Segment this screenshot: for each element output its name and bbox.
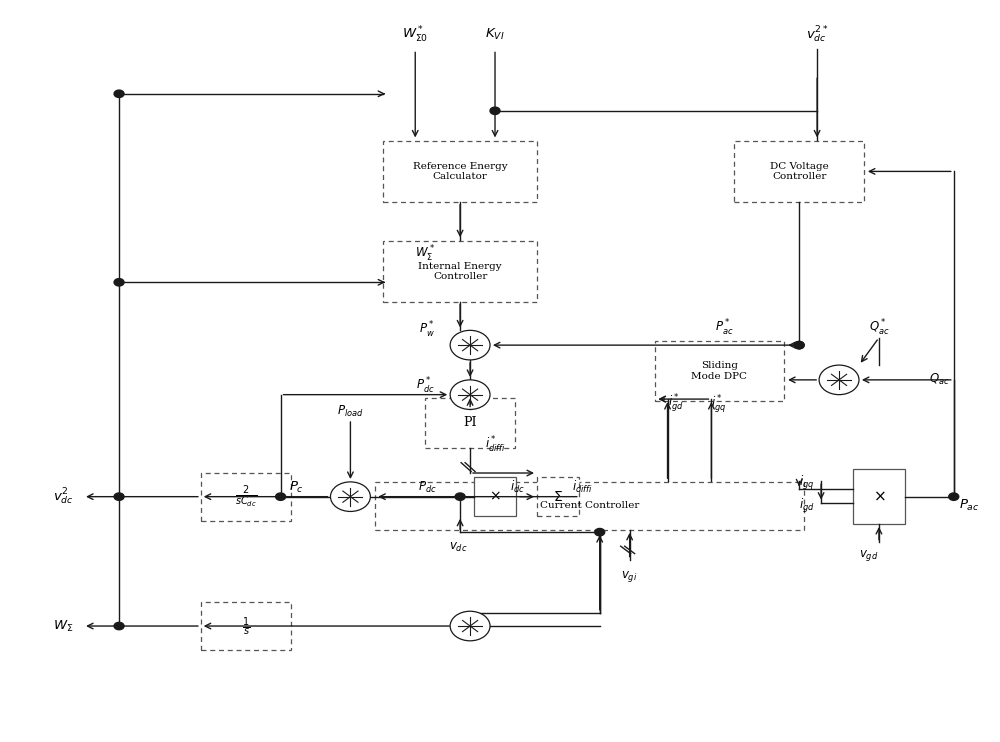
Circle shape xyxy=(595,528,605,536)
Text: $K_{VI}$: $K_{VI}$ xyxy=(485,27,505,42)
Text: $Q^*_{ac}$: $Q^*_{ac}$ xyxy=(869,318,889,338)
FancyBboxPatch shape xyxy=(425,398,515,448)
Circle shape xyxy=(450,380,490,410)
Circle shape xyxy=(490,107,500,114)
Circle shape xyxy=(794,341,804,349)
Text: $i_{dc}$: $i_{dc}$ xyxy=(510,479,525,495)
FancyBboxPatch shape xyxy=(853,469,905,525)
FancyBboxPatch shape xyxy=(383,241,537,301)
Text: $v_{gd}$: $v_{gd}$ xyxy=(859,548,879,563)
Text: $\times$: $\times$ xyxy=(873,490,885,504)
Text: $P_{dc}$: $P_{dc}$ xyxy=(418,479,437,495)
Text: $i_{diffi}$: $i_{diffi}$ xyxy=(572,479,593,495)
Text: $P^*_{ac}$: $P^*_{ac}$ xyxy=(715,318,734,338)
Text: $\frac{2}{sC_{dc}}$: $\frac{2}{sC_{dc}}$ xyxy=(235,484,257,510)
Text: Internal Energy
Controller: Internal Energy Controller xyxy=(418,261,502,281)
Text: $P_{load}$: $P_{load}$ xyxy=(337,404,364,419)
Circle shape xyxy=(455,493,465,500)
Text: PI: PI xyxy=(463,416,477,429)
FancyBboxPatch shape xyxy=(734,141,864,202)
Text: $i^*_{gd}$: $i^*_{gd}$ xyxy=(668,393,683,416)
Text: Reference Energy
Calculator: Reference Energy Calculator xyxy=(413,162,507,181)
FancyBboxPatch shape xyxy=(375,482,804,530)
Text: $W^*_{\Sigma 0}$: $W^*_{\Sigma 0}$ xyxy=(402,24,428,45)
Text: $i_{gd}$: $i_{gd}$ xyxy=(799,496,815,514)
Text: $P^*_{dc}$: $P^*_{dc}$ xyxy=(416,375,435,396)
Text: $v_{gi}$: $v_{gi}$ xyxy=(621,569,638,584)
FancyBboxPatch shape xyxy=(655,341,784,401)
Circle shape xyxy=(450,330,490,360)
Circle shape xyxy=(276,493,286,500)
FancyBboxPatch shape xyxy=(474,477,516,516)
Text: $\Sigma$: $\Sigma$ xyxy=(553,490,563,504)
Text: $W_{\Sigma}$: $W_{\Sigma}$ xyxy=(53,619,74,634)
Circle shape xyxy=(114,90,124,97)
Circle shape xyxy=(819,365,859,395)
Text: $Q_{ac}$: $Q_{ac}$ xyxy=(929,372,950,387)
Text: DC Voltage
Controller: DC Voltage Controller xyxy=(770,162,829,181)
Text: $P_c$: $P_c$ xyxy=(289,479,304,495)
FancyBboxPatch shape xyxy=(383,141,537,202)
Text: $i^*_{diffi}$: $i^*_{diffi}$ xyxy=(485,435,506,455)
Text: Current Controller: Current Controller xyxy=(540,501,639,510)
FancyBboxPatch shape xyxy=(537,477,579,516)
Circle shape xyxy=(330,482,370,511)
Circle shape xyxy=(114,278,124,286)
Circle shape xyxy=(114,623,124,630)
Text: $v^2_{dc}$: $v^2_{dc}$ xyxy=(53,487,74,507)
Text: $i^*_{gq}$: $i^*_{gq}$ xyxy=(711,393,727,416)
Circle shape xyxy=(450,611,490,641)
Text: $i_{gq}$: $i_{gq}$ xyxy=(799,474,815,493)
Text: $P^*_w$: $P^*_w$ xyxy=(419,321,435,341)
Circle shape xyxy=(114,493,124,500)
FancyBboxPatch shape xyxy=(201,602,291,650)
Text: $v^{2*}_{dc}$: $v^{2*}_{dc}$ xyxy=(806,24,828,45)
FancyBboxPatch shape xyxy=(201,473,291,521)
Circle shape xyxy=(794,341,804,349)
Text: $P_{ac}$: $P_{ac}$ xyxy=(959,498,979,513)
Text: $\times$: $\times$ xyxy=(489,490,501,504)
Text: $\frac{1}{s}$: $\frac{1}{s}$ xyxy=(242,614,250,637)
Text: Sliding
Mode DPC: Sliding Mode DPC xyxy=(691,361,747,381)
Text: $W^*_{\Sigma}$: $W^*_{\Sigma}$ xyxy=(415,244,435,264)
Circle shape xyxy=(949,493,959,500)
Text: $v_{dc}$: $v_{dc}$ xyxy=(449,541,467,554)
